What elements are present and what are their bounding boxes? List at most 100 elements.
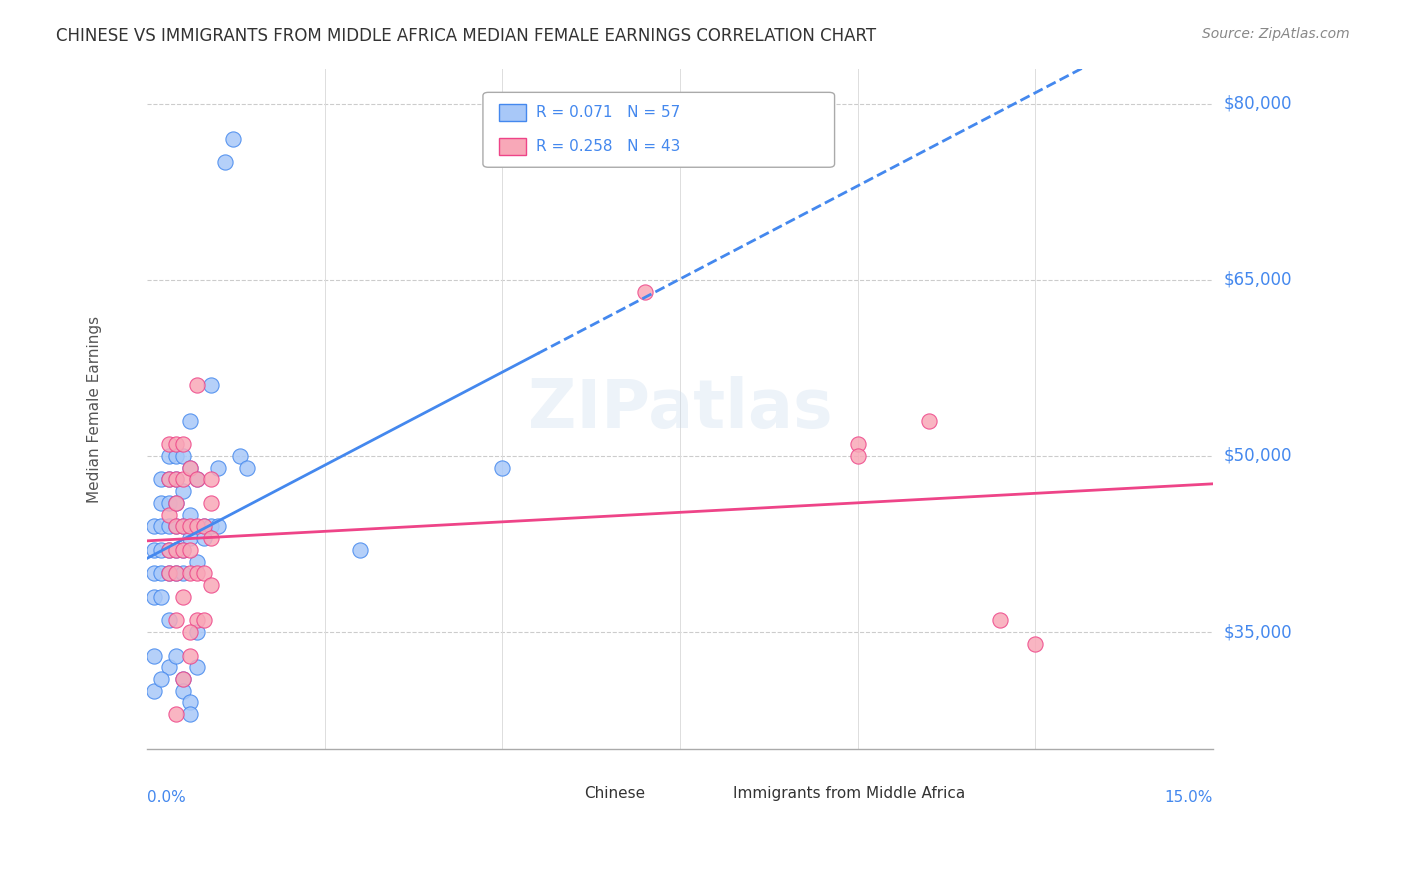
Point: [150, 472, 173, 486]
FancyBboxPatch shape: [702, 786, 725, 800]
Point: [221, 132, 243, 146]
Point: [143, 519, 166, 533]
Point: [193, 519, 215, 533]
Point: [172, 590, 194, 604]
Point: [186, 625, 208, 640]
Point: [172, 484, 194, 499]
Point: [846, 437, 869, 451]
Text: 15.0%: 15.0%: [1164, 790, 1213, 805]
Point: [228, 449, 250, 463]
Text: Chinese: Chinese: [583, 786, 645, 800]
Text: Source: ZipAtlas.com: Source: ZipAtlas.com: [1202, 27, 1350, 41]
Point: [846, 449, 869, 463]
Point: [165, 566, 187, 581]
Point: [143, 648, 166, 663]
Point: [157, 542, 180, 557]
Text: $35,000: $35,000: [1225, 623, 1292, 641]
Point: [179, 460, 201, 475]
Point: [143, 542, 166, 557]
Point: [214, 155, 236, 169]
Point: [165, 519, 187, 533]
Point: [165, 648, 187, 663]
Text: R = 0.258   N = 43: R = 0.258 N = 43: [536, 138, 681, 153]
Point: [165, 496, 187, 510]
Point: [200, 378, 222, 392]
Point: [193, 519, 215, 533]
Point: [172, 519, 194, 533]
Point: [179, 625, 201, 640]
Point: [207, 519, 229, 533]
Point: [988, 613, 1011, 627]
Point: [186, 472, 208, 486]
Point: [172, 566, 194, 581]
Point: [186, 519, 208, 533]
Point: [179, 531, 201, 545]
Point: [165, 437, 187, 451]
Text: $80,000: $80,000: [1225, 95, 1292, 112]
Point: [165, 542, 187, 557]
Point: [157, 508, 180, 522]
Point: [157, 542, 180, 557]
Point: [186, 613, 208, 627]
Text: CHINESE VS IMMIGRANTS FROM MIDDLE AFRICA MEDIAN FEMALE EARNINGS CORRELATION CHAR: CHINESE VS IMMIGRANTS FROM MIDDLE AFRICA…: [56, 27, 876, 45]
Point: [193, 566, 215, 581]
Point: [165, 472, 187, 486]
Point: [150, 672, 173, 686]
Point: [491, 460, 513, 475]
Point: [157, 660, 180, 674]
Point: [157, 566, 180, 581]
Point: [172, 542, 194, 557]
Point: [150, 496, 173, 510]
Point: [186, 472, 208, 486]
Point: [172, 472, 194, 486]
Point: [179, 508, 201, 522]
Point: [157, 437, 180, 451]
Text: Median Female Earnings: Median Female Earnings: [87, 316, 101, 502]
Point: [1024, 637, 1046, 651]
Point: [157, 566, 180, 581]
Point: [165, 519, 187, 533]
Point: [157, 613, 180, 627]
Point: [179, 542, 201, 557]
Point: [157, 496, 180, 510]
Point: [172, 683, 194, 698]
Point: [165, 496, 187, 510]
Point: [172, 449, 194, 463]
Text: ZIPatlas: ZIPatlas: [527, 376, 832, 442]
Point: [200, 472, 222, 486]
Text: $50,000: $50,000: [1225, 447, 1292, 465]
Point: [200, 496, 222, 510]
Point: [179, 648, 201, 663]
Point: [200, 578, 222, 592]
FancyBboxPatch shape: [499, 104, 526, 121]
Point: [186, 555, 208, 569]
Point: [143, 566, 166, 581]
Point: [157, 519, 180, 533]
Point: [179, 460, 201, 475]
Point: [157, 449, 180, 463]
Point: [179, 696, 201, 710]
Point: [172, 672, 194, 686]
Point: [172, 672, 194, 686]
Point: [349, 542, 371, 557]
Point: [186, 566, 208, 581]
Point: [143, 683, 166, 698]
Text: R = 0.071   N = 57: R = 0.071 N = 57: [536, 104, 681, 120]
Point: [165, 472, 187, 486]
Point: [172, 519, 194, 533]
Point: [157, 472, 180, 486]
Point: [157, 472, 180, 486]
Text: Immigrants from Middle Africa: Immigrants from Middle Africa: [734, 786, 966, 800]
Point: [207, 460, 229, 475]
Point: [193, 613, 215, 627]
Point: [179, 519, 201, 533]
Point: [150, 542, 173, 557]
FancyBboxPatch shape: [482, 93, 835, 168]
Point: [918, 414, 941, 428]
Text: $65,000: $65,000: [1225, 271, 1292, 289]
Point: [186, 660, 208, 674]
FancyBboxPatch shape: [553, 786, 575, 800]
FancyBboxPatch shape: [499, 138, 526, 155]
Point: [150, 590, 173, 604]
Point: [143, 590, 166, 604]
